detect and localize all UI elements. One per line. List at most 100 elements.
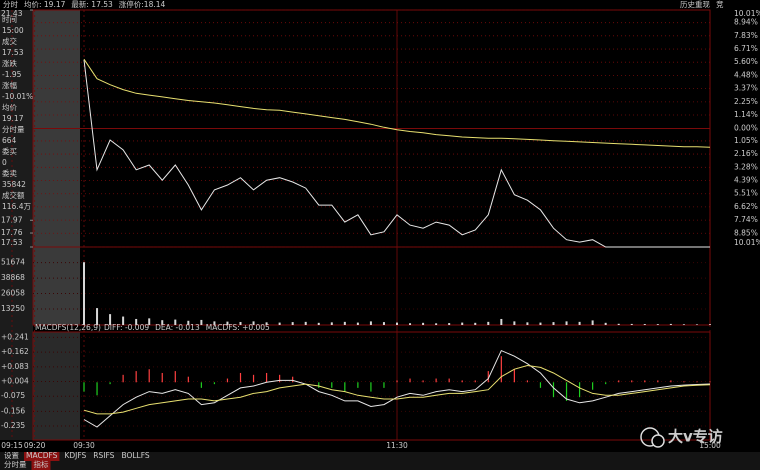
macd-bar [239,372,242,383]
y2-tick-label: 7.83% [734,31,758,40]
info-label: 成交 [2,36,17,46]
macd-bar [396,380,398,383]
macd-bar [592,382,594,390]
volume-bar [369,321,372,325]
tab-active [31,461,51,470]
volume-bar [709,324,711,325]
macd-bar [174,371,176,383]
macd-bar [187,376,189,383]
toolbar-button[interactable]: 历史重现 [680,0,710,9]
y2-tick-label: 0.00% [734,124,758,133]
macd-line [83,349,711,428]
volume-bar [278,322,281,325]
volume-bar [187,320,190,325]
volume-bar [213,321,216,325]
macd-bar [370,382,372,392]
volume-bar [122,316,125,325]
y2-tick-label: 2.16% [734,149,758,158]
x-tick-label: 11:30 [386,441,408,450]
toolbar-item: 涨停价:18.14 [119,0,166,9]
info-label: 时间 [2,14,17,24]
y-tick-label: +0.241 [1,332,29,341]
macd-bar [435,378,437,383]
macd-bar [318,382,320,388]
tab[interactable]: MACDFS [26,451,58,460]
volume-bar [565,321,568,325]
y2-tick-label: 8.85% [734,228,758,237]
volume-bar [135,318,138,325]
y-tick-label: -0.075 [1,391,25,400]
info-label: 成交额 [2,190,25,200]
volume-bar [617,323,620,325]
info-value: 116.4万 [2,202,31,211]
volume-bar [304,321,307,325]
watermark: 大v专访 [668,428,723,446]
macd-bar [292,376,294,383]
volume-bar [630,323,633,325]
volume-bar [409,323,412,325]
y-tick-label: 17.53 [1,238,23,247]
toolbar-item: 最新: 17.53 [71,0,113,9]
macd-bar [474,380,476,383]
y2-tick-label: 3.37% [734,84,758,93]
volume-bar [382,322,385,325]
tab[interactable]: KDJFS [64,451,86,460]
macd-bar [109,382,111,385]
tab[interactable]: 设置 [4,450,19,460]
tab[interactable]: 指标 [34,459,49,469]
x-tick-label: 09:15 [1,441,23,450]
volume-bar [291,322,294,325]
volume-bar [239,321,242,325]
y2-tick-label: 4.48% [734,70,758,79]
y-tick-label: 21.43 [1,9,23,18]
macd-bar [279,374,281,383]
macd-bar [409,378,411,383]
y2-tick-label: 3.28% [734,162,758,171]
y2-tick-label: 10.01% [734,9,760,18]
tab[interactable]: RSIFS [93,451,114,460]
y-tick-label: 38868 [1,273,25,282]
toolbar-item: 均价: 19.17 [24,0,66,9]
macd-bar [461,380,463,383]
indicator-readout: MACDFS: +0.005 [206,323,270,332]
macd-bar [213,382,216,385]
volume-bar [513,321,516,325]
macd-bar [96,382,98,396]
macd-bar [683,381,685,383]
macd-bar [200,382,202,388]
info-label: 涨跌 [2,58,17,68]
macd-bar [161,372,163,383]
macd-bar [226,378,229,383]
y2-tick-label: 1.05% [734,136,758,145]
y-tick-label: 51674 [1,258,25,267]
tab[interactable]: 分时量 [4,459,27,469]
y2-tick-label: 10.01% [734,238,760,247]
volume-bar [148,318,151,325]
volume-bar [174,319,177,325]
macd-bar [709,381,711,383]
price-line [83,59,710,248]
y2-tick-label: 4.39% [734,175,758,184]
volume-bar [474,322,477,325]
toolbar-button[interactable]: 竞 [716,0,724,9]
y2-tick-label: 1.14% [734,110,758,119]
y-tick-label: +0.083 [1,362,29,371]
macd-bar [122,374,124,383]
volume-bar [109,314,112,325]
info-value: 664 [2,136,17,145]
y-tick-label: +0.162 [1,347,29,356]
volume-bar [226,321,229,325]
volume-bar [526,322,529,325]
x-tick-label: 09:20 [24,441,46,450]
tab-bar [0,452,760,470]
volume-bar [461,322,464,325]
tab[interactable]: BOLLFS [121,451,149,460]
y2-tick-label: 6.71% [734,44,758,53]
info-value: -1.95 [2,70,22,79]
indicator-title: MACDFS(12,26,9) [35,323,101,332]
volume-bar [669,323,672,325]
volume-bar [604,322,607,325]
volume-bar [83,262,85,325]
